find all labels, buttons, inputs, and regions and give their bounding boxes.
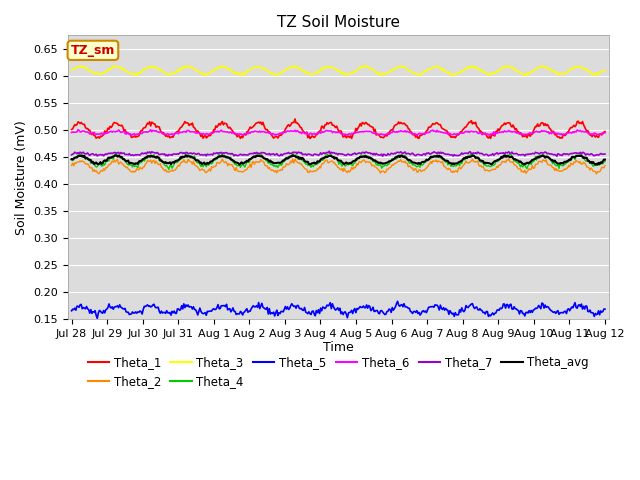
Theta_1 <box>326 120 334 125</box>
Theta_1 <box>387 127 395 133</box>
Theta_1 <box>68 127 76 132</box>
Theta_6 <box>74 127 82 132</box>
Y-axis label: Soil Moisture (mV): Soil Moisture (mV) <box>15 120 28 235</box>
Line: Theta_2: Theta_2 <box>72 159 605 174</box>
Theta_5 <box>325 302 333 308</box>
Theta_6 <box>387 130 395 135</box>
Theta_6 <box>326 128 334 134</box>
Theta_avg <box>387 158 395 164</box>
Line: Theta_1: Theta_1 <box>72 119 605 139</box>
Line: Theta_3: Theta_3 <box>72 66 605 75</box>
Theta_3 <box>325 64 333 70</box>
Theta_5 <box>591 313 598 319</box>
Theta_avg <box>326 153 334 159</box>
Theta_7 <box>68 152 76 158</box>
Theta_5 <box>507 301 515 307</box>
Theta_1 <box>507 123 515 129</box>
Theta_3 <box>322 64 330 70</box>
Theta_6 <box>127 133 135 139</box>
Theta_6 <box>601 130 609 136</box>
Theta_4 <box>601 159 609 165</box>
Theta_7 <box>325 148 333 154</box>
Theta_7 <box>324 150 332 156</box>
Line: Theta_7: Theta_7 <box>72 151 605 156</box>
Theta_2 <box>385 165 393 171</box>
Theta_1 <box>591 133 598 139</box>
Theta_2 <box>589 168 597 174</box>
Theta_avg <box>358 154 366 160</box>
Theta_7 <box>357 151 365 156</box>
Line: Theta_4: Theta_4 <box>72 154 605 169</box>
Theta_5 <box>68 308 76 313</box>
X-axis label: Time: Time <box>323 340 354 354</box>
Theta_4 <box>358 154 366 159</box>
Theta_4 <box>507 151 515 157</box>
Theta_7 <box>553 154 561 159</box>
Theta_avg <box>323 154 331 160</box>
Theta_avg <box>111 152 119 158</box>
Theta_4 <box>326 153 334 158</box>
Theta_2 <box>505 156 513 162</box>
Theta_5 <box>357 305 365 311</box>
Line: Theta_6: Theta_6 <box>72 130 605 136</box>
Theta_6 <box>358 129 366 134</box>
Theta_3 <box>507 64 515 70</box>
Theta_5 <box>387 307 394 312</box>
Theta_2 <box>324 160 332 166</box>
Theta_5 <box>601 306 609 312</box>
Theta_6 <box>591 130 598 136</box>
Line: Theta_avg: Theta_avg <box>72 155 605 165</box>
Theta_2 <box>321 158 329 164</box>
Legend: Theta_1, Theta_2, Theta_3, Theta_4, Theta_5, Theta_6, Theta_7, Theta_avg: Theta_1, Theta_2, Theta_3, Theta_4, Thet… <box>83 352 594 393</box>
Theta_7 <box>506 150 514 156</box>
Theta_4 <box>289 151 297 156</box>
Text: TZ_sm: TZ_sm <box>71 44 115 57</box>
Theta_avg <box>601 156 609 162</box>
Theta_7 <box>591 153 598 158</box>
Theta_3 <box>68 67 76 72</box>
Theta_3 <box>387 68 395 73</box>
Theta_4 <box>165 167 173 172</box>
Theta_6 <box>323 128 331 133</box>
Theta_7 <box>601 151 609 157</box>
Theta_2 <box>601 163 609 168</box>
Line: Theta_5: Theta_5 <box>72 301 605 318</box>
Theta_avg <box>68 156 76 162</box>
Theta_3 <box>239 72 246 78</box>
Theta_5 <box>93 315 101 321</box>
Theta_1 <box>291 116 299 122</box>
Theta_4 <box>68 157 76 163</box>
Theta_2 <box>356 159 364 165</box>
Theta_avg <box>236 162 243 168</box>
Theta_1 <box>306 136 314 142</box>
Theta_4 <box>591 163 598 168</box>
Theta_3 <box>601 67 609 73</box>
Theta_5 <box>322 304 330 310</box>
Theta_2 <box>506 159 514 165</box>
Theta_6 <box>68 130 76 135</box>
Title: TZ Soil Moisture: TZ Soil Moisture <box>276 15 400 30</box>
Theta_avg <box>591 161 598 167</box>
Theta_1 <box>601 129 609 134</box>
Theta_7 <box>321 151 329 156</box>
Theta_1 <box>358 120 366 125</box>
Theta_3 <box>591 71 598 76</box>
Theta_2 <box>593 171 600 177</box>
Theta_4 <box>323 151 331 157</box>
Theta_3 <box>357 64 365 70</box>
Theta_2 <box>68 162 76 168</box>
Theta_avg <box>507 154 515 159</box>
Theta_4 <box>387 158 395 164</box>
Theta_7 <box>387 152 394 157</box>
Theta_5 <box>394 299 401 304</box>
Theta_3 <box>363 63 371 69</box>
Theta_6 <box>507 128 515 134</box>
Theta_1 <box>323 120 331 126</box>
